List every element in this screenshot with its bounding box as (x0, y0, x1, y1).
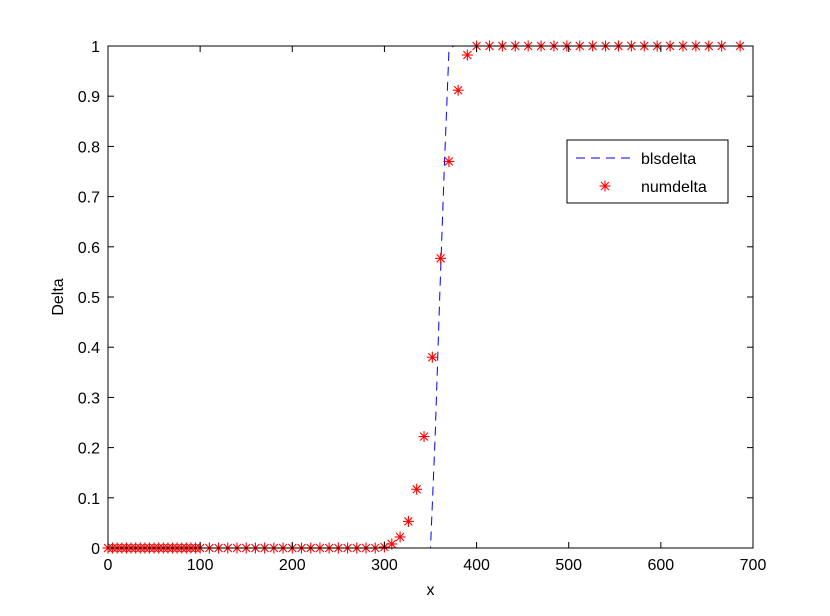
data-point-numdelta (443, 155, 455, 167)
data-point-numdelta (461, 49, 473, 61)
x-tick-label: 600 (648, 557, 675, 574)
data-point-numdelta (418, 431, 430, 443)
y-tick-label: 0.7 (78, 190, 100, 207)
ticks-layer: 0 100 200 300 400 500 600 700 0 0.1 0.2 0.3 0.4 0.5 0.… (78, 39, 767, 574)
data-point-numdelta (452, 84, 464, 96)
y-tick-label: 0.5 (78, 290, 100, 307)
legend-label-blsdelta: blsdelta (641, 151, 696, 168)
x-tick-label: 0 (104, 557, 113, 574)
y-tick-label: 0.1 (78, 491, 100, 508)
legend-label-numdelta: numdelta (641, 179, 707, 196)
data-point-numdelta (394, 531, 406, 543)
data-point-numdelta (411, 483, 423, 495)
y-tick-label: 0.8 (78, 139, 100, 156)
legend: blsdelta numdelta (566, 139, 729, 204)
data-point-numdelta (435, 252, 447, 264)
plot-area (108, 46, 753, 548)
data-point-numdelta (426, 351, 438, 363)
x-tick-label: 700 (740, 557, 767, 574)
y-tick-label: 0 (91, 541, 100, 558)
x-tick-label: 100 (187, 557, 214, 574)
legend-marker-asterisk (599, 180, 611, 192)
legend-box (566, 139, 729, 204)
data-point-numdelta (402, 515, 414, 527)
y-tick-label: 0.9 (78, 89, 100, 106)
y-tick-label: 1 (91, 39, 100, 56)
x-tick-label: 400 (463, 557, 490, 574)
legend-swatch-numdelta (599, 180, 611, 192)
y-tick-label: 0.3 (78, 390, 100, 407)
y-tick-label: 0.4 (78, 340, 100, 357)
x-tick-label: 300 (371, 557, 398, 574)
x-tick-label: 500 (555, 557, 582, 574)
y-axis-label: Delta (50, 278, 67, 315)
y-tick-label: 0.2 (78, 441, 100, 458)
y-tick-label: 0.6 (78, 240, 100, 257)
x-tick-label: 200 (279, 557, 306, 574)
x-axis-label: x (427, 582, 435, 599)
